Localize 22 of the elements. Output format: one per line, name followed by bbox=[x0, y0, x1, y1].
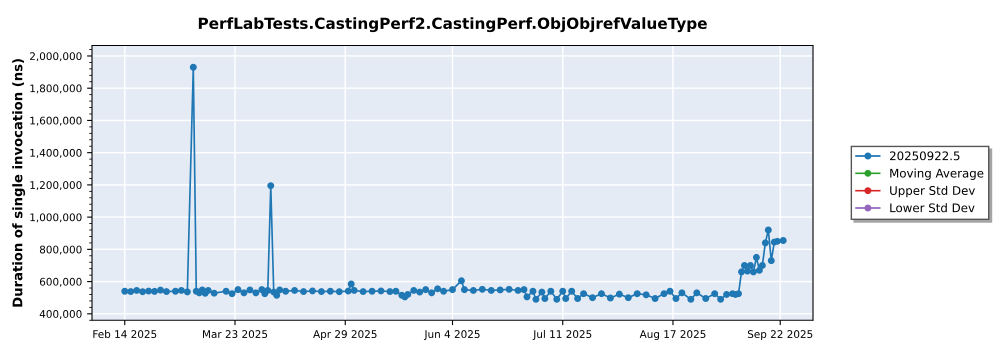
chart-title: PerfLabTests.CastingPerf2.CastingPerf.ObjObjrefValueType bbox=[198, 17, 707, 32]
y-tick-label: 1,600,000 bbox=[30, 116, 82, 126]
x-tick-label: Aug 17 2025 bbox=[640, 330, 706, 340]
y-tick-label: 800,000 bbox=[40, 246, 82, 255]
y-tick-label: 1,800,000 bbox=[30, 84, 82, 94]
x-tick-label: Sep 22 2025 bbox=[748, 330, 812, 340]
legend-label: Upper Std Dev bbox=[890, 186, 975, 198]
y-tick-label: 2,000,000 bbox=[30, 52, 82, 62]
y-tick-label: 400,000 bbox=[40, 310, 82, 319]
x-tick-label: Feb 14 2025 bbox=[93, 330, 156, 338]
y-tick-label: 1,000,000 bbox=[30, 213, 82, 222]
x-tick-label: Jul 11 2025 bbox=[532, 330, 592, 340]
legend-label: Moving Average bbox=[890, 168, 984, 180]
legend-label: Lower Std Dev bbox=[890, 203, 975, 212]
x-tick-label: Jun 4 2025 bbox=[424, 330, 480, 340]
y-tick-label: 1,400,000 bbox=[30, 148, 82, 158]
y-tick-label: 600,000 bbox=[40, 278, 82, 287]
x-tick-label: Apr 29 2025 bbox=[313, 330, 377, 340]
legend-label: 20250922.5 bbox=[890, 151, 960, 160]
y-axis-title: Duration of single invocation (ns) bbox=[12, 59, 26, 307]
y-tick-label: 1,200,000 bbox=[30, 181, 82, 190]
x-tick-label: Mar 23 2025 bbox=[203, 330, 268, 338]
